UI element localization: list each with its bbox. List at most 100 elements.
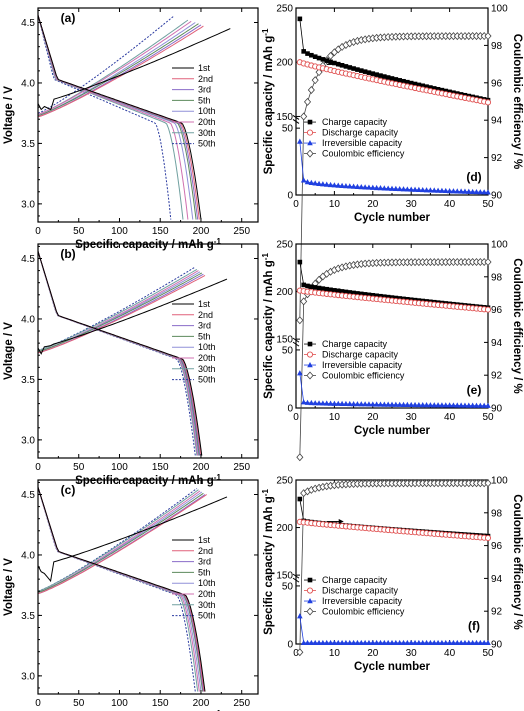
x-tick-label: 40 [444, 648, 456, 659]
irreversible-capacity-point [320, 639, 326, 646]
ce-axis-arrowhead [338, 61, 344, 67]
y2-tick-label: 100 [491, 240, 508, 251]
charge-capacity-point [405, 79, 410, 85]
irreversible-capacity-point [346, 400, 353, 407]
y-tick-label: 250 [276, 476, 293, 487]
y-tick-label: 200 [276, 58, 293, 69]
discharge-capacity-point [484, 306, 492, 313]
y-axis-title-sup: -1 [261, 253, 270, 261]
y2-tick-label: 90 [491, 404, 503, 415]
discharge-curve-2nd [38, 487, 205, 692]
charge-capacity-point [378, 293, 383, 299]
coulombic-efficiency-point [484, 479, 492, 488]
x-tick-label: 100 [111, 698, 128, 709]
y2-tick-label: 96 [491, 305, 503, 316]
irreversible-capacity-point [416, 639, 422, 646]
x-tick-label: 150 [152, 226, 169, 237]
ce-axis-arrowhead [338, 519, 344, 525]
irreversible-capacity-point [393, 639, 399, 646]
irreversible-capacity-point [462, 402, 468, 408]
legend-label: 3rd [198, 557, 211, 567]
x-tick-label: 40 [444, 412, 456, 423]
irreversible-capacity-point [423, 402, 430, 408]
y2-axis-title: Coulombic efficiency / % [511, 258, 523, 393]
irreversible-capacity-point [304, 639, 311, 646]
legend-marker [307, 140, 313, 146]
charge-capacity-point [305, 51, 310, 56]
charge-curve-2nd [38, 25, 204, 118]
irreversible-capacity-point [358, 639, 365, 646]
irreversible-capacity-point [370, 401, 376, 407]
x-tick-label: 40 [444, 199, 456, 210]
y-tick-label: 4.0 [21, 78, 35, 89]
legend-label: Charge capacity [322, 117, 388, 127]
y-tick-label: 4.5 [21, 18, 35, 29]
irreversible-capacity-point [446, 639, 453, 646]
legend-label: Coulombic efficiency [322, 607, 405, 617]
irreversible-capacity-point [400, 186, 407, 192]
irreversible-capacity-point [469, 639, 476, 646]
plot-frame [295, 243, 489, 409]
x-tick-label: 250 [233, 698, 250, 709]
irreversible-capacity-point [393, 185, 399, 192]
irreversible-capacity-point [423, 639, 430, 646]
irreversible-capacity-point [346, 639, 353, 646]
irreversible-capacity-point [346, 183, 353, 189]
y2-tick-label: 100 [491, 4, 508, 15]
charge-capacity-point [439, 87, 445, 93]
charge-capacity-point [297, 16, 303, 22]
irreversible-capacity-point [469, 188, 476, 195]
irreversible-capacity-point [308, 639, 315, 646]
x-tick-label: 150 [152, 462, 169, 473]
panel-label: (b) [60, 247, 75, 261]
y-tick-label: 3.5 [21, 611, 35, 622]
x-tick-label: 20 [367, 199, 379, 210]
charge-capacity-point [320, 57, 326, 62]
irreversible-capacity-point [442, 402, 449, 408]
irreversible-capacity-point [366, 639, 372, 646]
charge-capacity-point [393, 77, 399, 82]
legend-label: Coulombic efficiency [322, 371, 405, 381]
charge-capacity-point [401, 78, 406, 84]
x-tick-label: 50 [482, 199, 494, 210]
discharge-curve-3rd [38, 15, 199, 220]
coulombic-efficiency-point [484, 32, 492, 41]
discharge-curve-50th [38, 15, 172, 220]
legend-label: 3rd [198, 85, 211, 95]
y2-tick-label: 92 [491, 371, 503, 382]
legend-label: Coulombic efficiency [322, 149, 405, 159]
irreversible-capacity-point [481, 189, 487, 195]
irreversible-capacity-point [431, 402, 438, 408]
charge-capacity-point [343, 64, 349, 69]
charge-curve-2nd [38, 274, 206, 354]
x-tick-label: 30 [406, 648, 418, 659]
irreversible-capacity-point [450, 188, 457, 194]
charge-capacity-point [324, 286, 330, 292]
irreversible-capacity-point [466, 639, 472, 646]
charge-curve-50th [38, 16, 174, 114]
plot-frame [295, 479, 489, 645]
discharge-curve-2nd [38, 251, 202, 456]
charge-capacity-point [397, 78, 402, 83]
irreversible-capacity-point [389, 639, 395, 646]
y-axis-title: Voltage / V [3, 322, 15, 380]
legend-label: Irreversible capacity [322, 138, 403, 148]
irreversible-capacity-point [431, 639, 438, 646]
irreversible-capacity-point [485, 402, 491, 408]
irreversible-capacity-point [435, 639, 441, 646]
x-tick-label: 50 [482, 648, 494, 659]
x-tick-label: 150 [152, 698, 169, 709]
irreversible-capacity-point [412, 401, 418, 408]
charge-capacity-point [343, 289, 349, 295]
irreversible-capacity-point [477, 402, 484, 408]
irreversible-capacity-point [335, 639, 342, 646]
discharge-curve-3rd [38, 487, 204, 692]
plot-frame [37, 7, 259, 223]
charge-curve-5th [38, 23, 199, 117]
irreversible-capacity-point [316, 639, 322, 646]
irreversible-capacity-point [385, 401, 391, 407]
irreversible-capacity-point [466, 188, 472, 194]
x-tick-label: 100 [111, 462, 128, 473]
charge-curve-2nd [38, 494, 207, 595]
discharge-curve-1st [38, 487, 206, 692]
